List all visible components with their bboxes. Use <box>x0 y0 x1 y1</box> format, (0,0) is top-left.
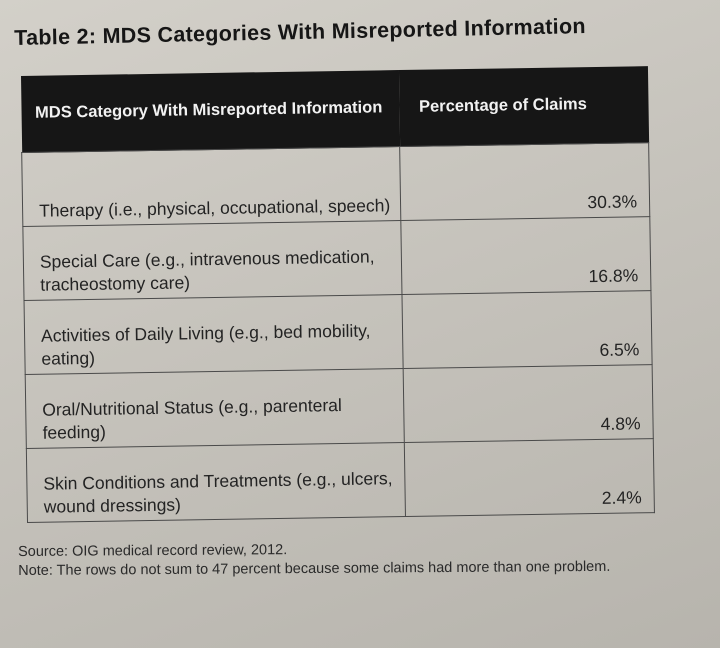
table-row: Oral/Nutritional Status (e.g., parentera… <box>25 364 654 449</box>
category-cell: Oral/Nutritional Status (e.g., parentera… <box>25 368 405 449</box>
data-table: MDS Category With Misreported Informatio… <box>20 66 655 523</box>
percentage-cell: 2.4% <box>404 438 655 517</box>
table-row: Activities of Daily Living (e.g., bed mo… <box>24 290 653 375</box>
table-title: Table 2: MDS Categories With Misreported… <box>14 14 587 50</box>
table-footnotes: Source: OIG medical record review, 2012.… <box>18 539 658 581</box>
percentage-cell: 6.5% <box>401 290 653 369</box>
percentage-cell: 4.8% <box>403 364 654 443</box>
category-cell: Therapy (i.e., physical, occupational, s… <box>21 146 401 227</box>
table-row: Special Care (e.g., intravenous medicati… <box>22 216 651 301</box>
percentage-cell: 30.3% <box>399 142 650 221</box>
table-container: MDS Category With Misreported Informatio… <box>20 66 655 523</box>
column-header-percentage: Percentage of Claims <box>398 66 649 147</box>
table-header: MDS Category With Misreported Informatio… <box>20 66 649 153</box>
table-row: Therapy (i.e., physical, occupational, s… <box>21 142 650 227</box>
column-header-category: MDS Category With Misreported Informatio… <box>20 70 400 153</box>
header-row: MDS Category With Misreported Informatio… <box>20 66 649 153</box>
table-row: Skin Conditions and Treatments (e.g., ul… <box>26 438 655 523</box>
category-cell: Special Care (e.g., intravenous medicati… <box>22 220 402 301</box>
table-body: Therapy (i.e., physical, occupational, s… <box>21 142 655 523</box>
percentage-cell: 16.8% <box>400 216 651 295</box>
category-cell: Skin Conditions and Treatments (e.g., ul… <box>26 442 406 523</box>
footnote: Note: The rows do not sum to 47 percent … <box>18 558 611 579</box>
category-cell: Activities of Daily Living (e.g., bed mo… <box>24 294 404 375</box>
